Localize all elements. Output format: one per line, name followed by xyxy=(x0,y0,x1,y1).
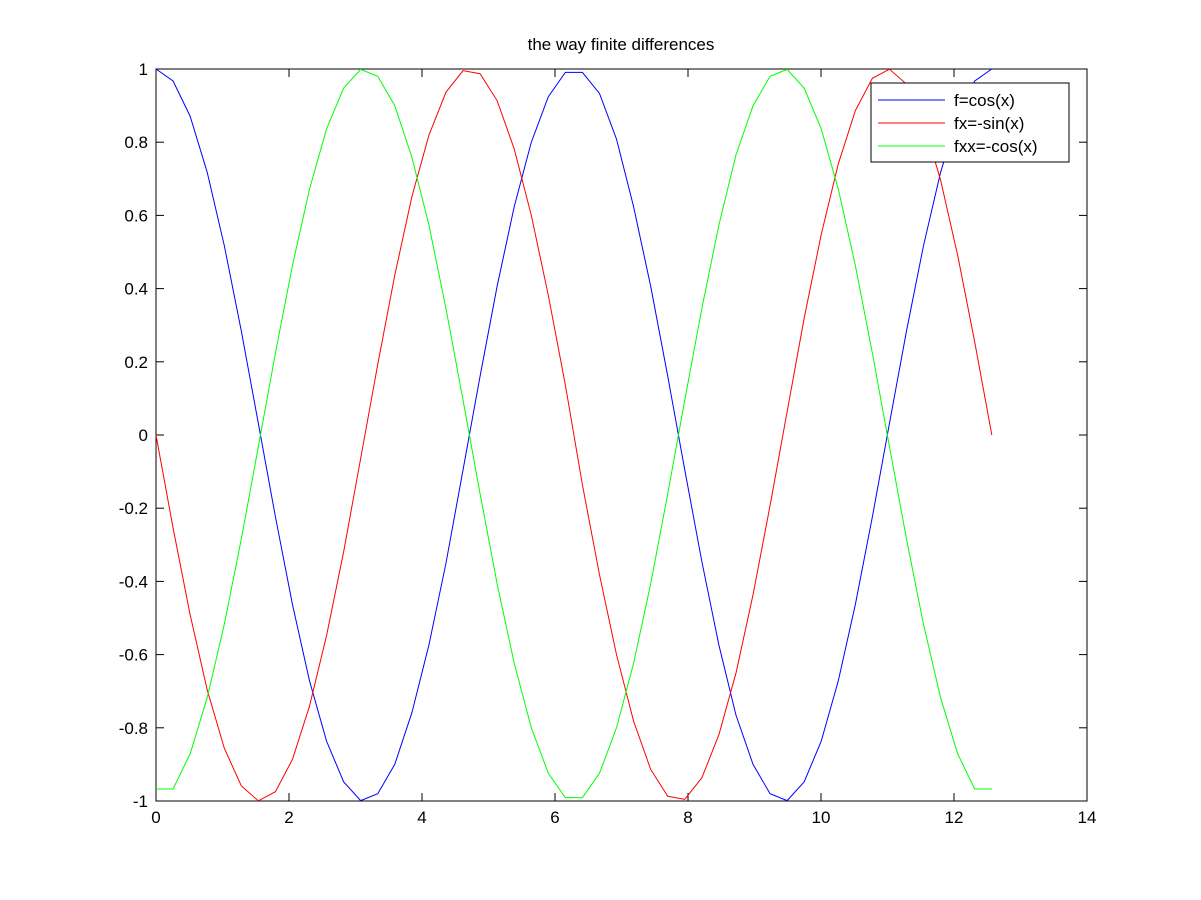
x-tick-label: 0 xyxy=(151,808,160,827)
y-tick-label: 0.2 xyxy=(124,353,148,372)
series-layer xyxy=(155,68,993,802)
chart-title: the way finite differences xyxy=(528,35,715,54)
x-tick-label: 2 xyxy=(284,808,293,827)
legend: f=cos(x) fx=-sin(x) fxx=-cos(x) xyxy=(870,82,1070,163)
x-tick-label: 8 xyxy=(683,808,692,827)
y-tick-label: -0.2 xyxy=(119,499,148,518)
x-tick-label: 6 xyxy=(550,808,559,827)
x-tick-label: 14 xyxy=(1078,808,1097,827)
y-tick-label: 0.6 xyxy=(124,206,148,225)
axes-box xyxy=(155,68,1088,802)
y-tick-label: 1 xyxy=(139,60,148,79)
axis-ticks: 0 2 4 6 8 10 12 14 -1 -0.8 -0.6 -0.4 -0.2 0 0.2 0.4 0.6 0… xyxy=(119,60,1097,827)
x-tick-label: 12 xyxy=(945,808,964,827)
series-line-2 xyxy=(155,68,993,802)
y-tick-label: 0 xyxy=(139,426,148,445)
series-line-1 xyxy=(155,68,993,802)
x-tick-label: 4 xyxy=(417,808,426,827)
series-line-3 xyxy=(156,68,992,799)
y-tick-label: 0.4 xyxy=(124,280,148,299)
y-tick-label: -0.8 xyxy=(119,719,148,738)
y-tick-label: -1 xyxy=(133,792,148,811)
legend-label: fxx=-cos(x) xyxy=(954,137,1038,156)
legend-label: fx=-sin(x) xyxy=(954,114,1024,133)
y-tick-label: -0.4 xyxy=(119,572,148,591)
legend-label: f=cos(x) xyxy=(954,91,1015,110)
y-tick-label: -0.6 xyxy=(119,646,148,665)
y-tick-label: 0.8 xyxy=(124,133,148,152)
x-tick-label: 10 xyxy=(812,808,831,827)
plot-area: 0 2 4 6 8 10 12 14 -1 -0.8 -0.6 -0.4 -0.2 0 0.2 0.4 0.6 0… xyxy=(119,60,1097,827)
